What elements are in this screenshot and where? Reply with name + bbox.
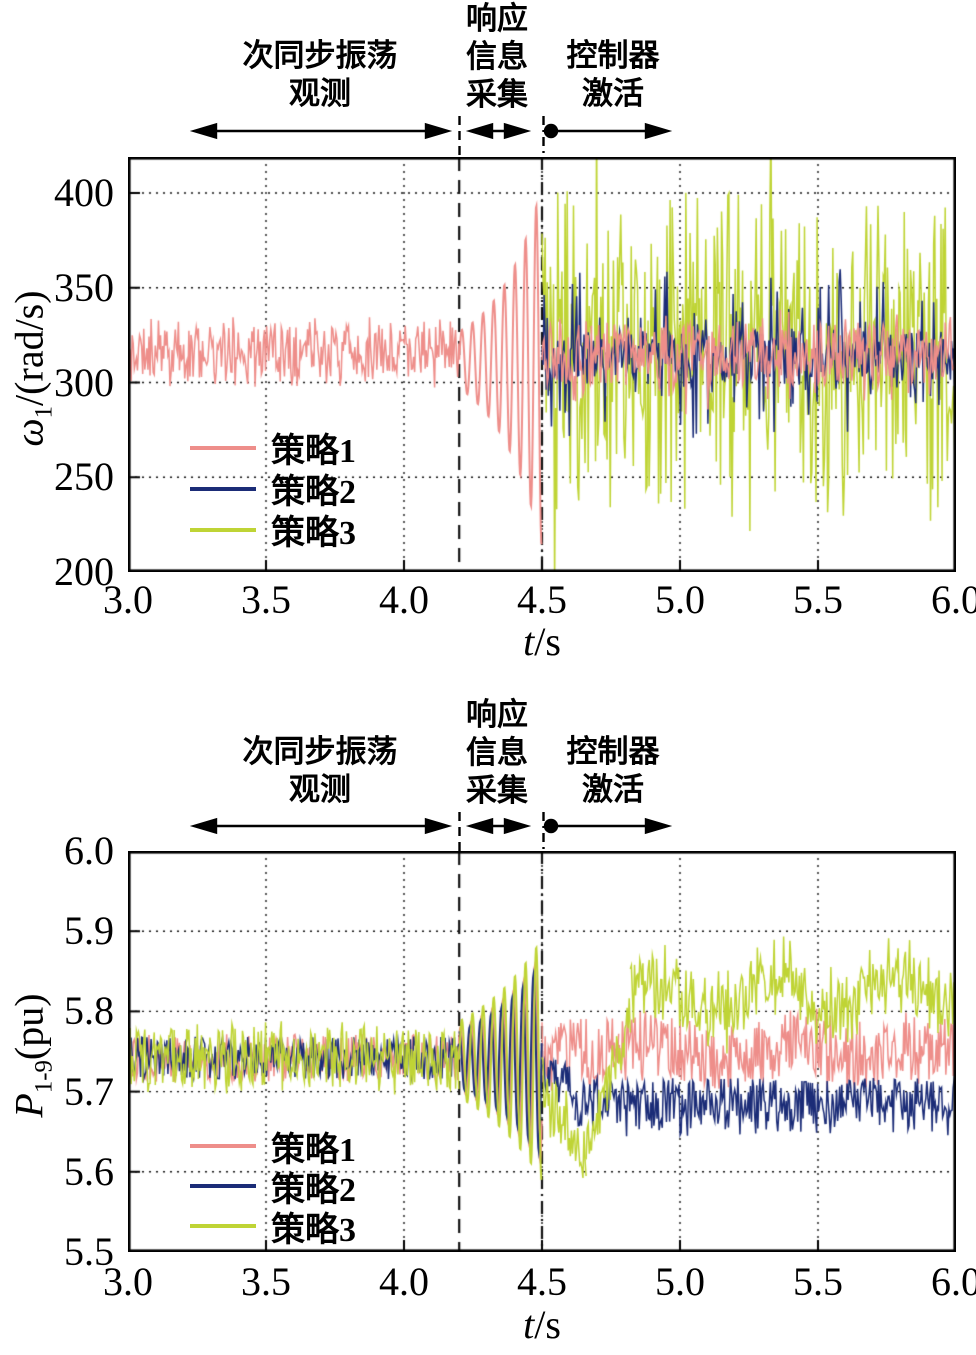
y-tick-label: 300 xyxy=(54,359,114,405)
x-tick-label: 3.5 xyxy=(241,1259,291,1304)
phase-label-line: 激活 xyxy=(582,76,644,111)
x-axis-unit: /s xyxy=(534,619,561,664)
legend-label: 策略1 xyxy=(271,1131,356,1169)
legend-label: 策略1 xyxy=(271,433,356,470)
power-legend: 策略1 策略2 策略3 xyxy=(190,1126,356,1249)
x-tick-label: 3.0 xyxy=(103,577,153,622)
y-tick-label: 6.0 xyxy=(64,828,114,873)
phase-label-line: 采集 xyxy=(466,77,528,112)
omega-legend: 策略1 策略2 策略3 xyxy=(190,427,356,552)
phase-label-collection-2: 响应 信息 采集 xyxy=(466,696,528,810)
legend-item: 策略2 xyxy=(190,468,356,511)
phase-label-line: 信息 xyxy=(466,39,528,74)
phase-label-line: 控制器 xyxy=(566,38,660,73)
y-tick-label: 5.9 xyxy=(64,908,114,954)
legend-label: 策略2 xyxy=(271,474,356,511)
y-axis-symbol: ω xyxy=(6,418,52,447)
phase-label-observation: 次同步振荡 观测 xyxy=(243,37,398,113)
legend-item: 策略1 xyxy=(190,427,356,470)
legend-line-swatch xyxy=(190,1224,256,1228)
y-tick-label: 250 xyxy=(54,454,114,500)
legend-line-swatch xyxy=(190,1184,256,1188)
phase-label-line: 激活 xyxy=(582,772,644,807)
y-tick-label: 5.5 xyxy=(64,1229,114,1274)
legend-item: 策略2 xyxy=(190,1166,356,1209)
phase-label-line: 次同步振荡 xyxy=(242,38,398,73)
x-tick-label: 5.0 xyxy=(655,577,705,622)
x-axis-symbol: t xyxy=(523,619,535,664)
phase-label-observation-2: 次同步振荡 观测 xyxy=(243,733,398,809)
phase-label-collection: 响应 信息 采集 xyxy=(466,0,528,114)
legend-line-swatch xyxy=(190,1144,256,1148)
phase-label-line: 响应 xyxy=(466,1,528,36)
y-tick-label: 5.8 xyxy=(64,988,114,1034)
phase-label-line: 控制器 xyxy=(566,734,660,769)
legend-item: 策略1 xyxy=(190,1126,356,1169)
x-tick-label: 6.0 xyxy=(931,577,976,622)
phase-arrows-top xyxy=(189,116,673,157)
legend-label: 策略3 xyxy=(271,515,356,552)
phase-label-line: 观测 xyxy=(289,76,351,111)
phase-label-activation: 控制器 激活 xyxy=(567,37,660,113)
y-axis-subscript: 1 xyxy=(30,405,58,419)
x-tick-label: 4.5 xyxy=(517,1259,567,1304)
x-tick-label: 5.5 xyxy=(793,577,843,622)
x-tick-label: 3.0 xyxy=(103,1259,153,1304)
x-tick-label: 4.0 xyxy=(379,577,429,622)
y-tick-label: 350 xyxy=(54,264,114,310)
y-tick-label: 400 xyxy=(54,170,114,215)
legend-label: 策略2 xyxy=(271,1171,356,1209)
y-tick-label: 5.7 xyxy=(64,1068,114,1114)
phase-label-line: 信息 xyxy=(466,735,528,770)
x-tick-label: 4.0 xyxy=(379,1259,429,1304)
legend-label: 策略3 xyxy=(271,1211,356,1249)
power-plot-canvas xyxy=(128,851,956,1252)
phase-label-line: 响应 xyxy=(466,697,528,732)
omega-plot-canvas xyxy=(128,157,956,572)
legend-line-swatch xyxy=(190,445,256,450)
y-tick-label: 5.6 xyxy=(64,1148,114,1194)
x-axis-symbol: t xyxy=(523,1302,535,1347)
legend-item: 策略3 xyxy=(190,1206,356,1249)
legend-line-swatch xyxy=(190,486,256,491)
x-tick-label: 6.0 xyxy=(931,1259,976,1304)
phase-label-line: 采集 xyxy=(466,773,528,808)
x-tick-label: 5.0 xyxy=(655,1259,705,1304)
omega-x-axis-label: t/s xyxy=(462,618,622,665)
x-tick-label: 5.5 xyxy=(793,1259,843,1304)
power-x-axis-label: t/s xyxy=(462,1301,622,1348)
y-tick-label: 200 xyxy=(54,549,114,594)
legend-item: 策略3 xyxy=(190,509,356,552)
phase-label-activation-2: 控制器 激活 xyxy=(567,733,660,809)
x-axis-unit: /s xyxy=(534,1302,561,1347)
x-tick-label: 3.5 xyxy=(241,577,291,622)
phase-arrows-bottom xyxy=(189,812,673,851)
phase-label-line: 次同步振荡 xyxy=(242,734,398,769)
legend-line-swatch xyxy=(190,527,256,532)
phase-label-line: 观测 xyxy=(289,772,351,807)
x-tick-label: 4.5 xyxy=(517,577,567,622)
